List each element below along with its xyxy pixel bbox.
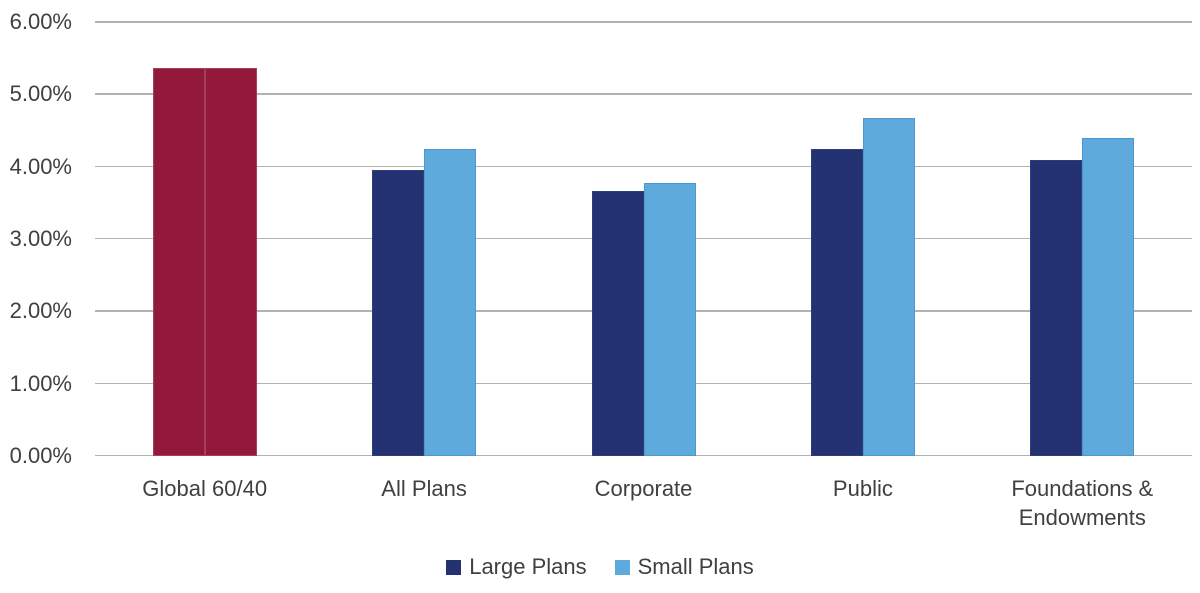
y-tick-0: 0.00%: [9, 442, 72, 468]
legend-label-small-plans: Small Plans: [637, 554, 754, 579]
category-label-public: Public: [832, 476, 893, 501]
large-plans-swatch-icon: [446, 559, 462, 575]
bar-small-plans-foundations-endowments: [1082, 138, 1135, 456]
gridline-5pct: [95, 93, 1192, 95]
y-tick-5: 5.00%: [9, 81, 72, 107]
gridline-4pct: [95, 165, 1192, 168]
bar-small-plans-public: [862, 118, 915, 456]
y-tick-3: 3.00%: [9, 225, 72, 251]
bars-container: [95, 22, 1192, 456]
bar-large-plans-corporate: [591, 190, 644, 456]
y-tick-1: 1.00%: [9, 370, 72, 396]
y-tick-4: 4.00%: [9, 153, 72, 179]
y-tick-6: 6.00%: [9, 9, 72, 34]
y-tick-2: 2.00%: [9, 298, 72, 324]
category-label-corporate: Corporate: [594, 476, 693, 501]
bar-small-plans-all-plans: [424, 149, 477, 456]
bar-large-plans-global-60-40: [152, 68, 205, 456]
bar-large-plans-all-plans: [372, 170, 425, 456]
legend-label-large-plans: Large Plans: [469, 554, 587, 579]
category-label-foundations-endowments: Foundations & Endowments: [1011, 476, 1154, 530]
category-label-global-60-40: Global 60/40: [142, 476, 268, 501]
category-label-all-plans: All Plans: [381, 476, 467, 501]
bar-small-plans-corporate: [643, 183, 696, 456]
bar-large-plans-public: [810, 149, 863, 456]
legend-item-small-plans: Small Plans: [614, 554, 754, 580]
bar-large-plans-foundations-endowments: [1030, 160, 1083, 456]
legend: Large Plans Small Plans: [0, 554, 1200, 580]
small-plans-swatch-icon: [614, 559, 630, 575]
bar-small-plans-global-60-40: [204, 68, 257, 456]
plot-area: [95, 21, 1192, 457]
legend-item-large-plans: Large Plans: [446, 554, 587, 580]
gridline-6pct: [95, 21, 1192, 23]
